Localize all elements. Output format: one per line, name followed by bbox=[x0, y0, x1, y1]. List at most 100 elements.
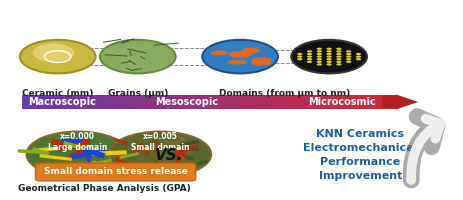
Text: KNN Ceramics
Electromechanical
Performance
Improvement: KNN Ceramics Electromechanical Performan… bbox=[302, 129, 417, 181]
Circle shape bbox=[32, 43, 74, 62]
Text: x=0.000
Large domain: x=0.000 Large domain bbox=[48, 132, 107, 152]
FancyBboxPatch shape bbox=[322, 95, 329, 109]
FancyBboxPatch shape bbox=[298, 95, 305, 109]
FancyBboxPatch shape bbox=[364, 95, 370, 109]
FancyBboxPatch shape bbox=[274, 95, 281, 109]
Circle shape bbox=[355, 55, 360, 58]
FancyBboxPatch shape bbox=[226, 95, 233, 109]
Circle shape bbox=[296, 53, 302, 55]
FancyBboxPatch shape bbox=[106, 95, 113, 109]
FancyBboxPatch shape bbox=[316, 95, 323, 109]
FancyBboxPatch shape bbox=[136, 95, 143, 109]
Text: Microcosmic: Microcosmic bbox=[308, 97, 375, 107]
FancyBboxPatch shape bbox=[130, 95, 137, 109]
FancyBboxPatch shape bbox=[112, 95, 119, 109]
Circle shape bbox=[326, 55, 331, 58]
FancyBboxPatch shape bbox=[154, 95, 161, 109]
Ellipse shape bbox=[241, 48, 260, 53]
Text: Small domain stress release: Small domain stress release bbox=[44, 167, 187, 176]
FancyBboxPatch shape bbox=[244, 95, 250, 109]
Circle shape bbox=[336, 53, 341, 55]
Circle shape bbox=[345, 58, 350, 60]
Circle shape bbox=[355, 58, 360, 60]
Circle shape bbox=[306, 58, 312, 60]
Text: Grains (μm): Grains (μm) bbox=[107, 89, 168, 98]
FancyBboxPatch shape bbox=[58, 95, 65, 109]
FancyBboxPatch shape bbox=[310, 95, 317, 109]
Circle shape bbox=[326, 61, 331, 63]
FancyBboxPatch shape bbox=[358, 95, 364, 109]
FancyBboxPatch shape bbox=[148, 95, 155, 109]
FancyBboxPatch shape bbox=[160, 95, 167, 109]
Circle shape bbox=[345, 53, 350, 55]
FancyBboxPatch shape bbox=[118, 95, 125, 109]
Circle shape bbox=[316, 63, 321, 66]
FancyBboxPatch shape bbox=[100, 95, 107, 109]
Text: Macroscopic: Macroscopic bbox=[28, 97, 96, 107]
FancyBboxPatch shape bbox=[190, 95, 197, 109]
FancyBboxPatch shape bbox=[196, 95, 203, 109]
FancyBboxPatch shape bbox=[35, 163, 195, 181]
Text: Domains (from μm to nm): Domains (from μm to nm) bbox=[219, 89, 350, 98]
Text: Mesoscopic: Mesoscopic bbox=[155, 97, 218, 107]
FancyBboxPatch shape bbox=[166, 95, 173, 109]
Circle shape bbox=[326, 58, 331, 60]
FancyBboxPatch shape bbox=[76, 95, 83, 109]
Ellipse shape bbox=[252, 57, 271, 63]
FancyBboxPatch shape bbox=[28, 95, 35, 109]
FancyBboxPatch shape bbox=[340, 95, 347, 109]
FancyBboxPatch shape bbox=[124, 95, 131, 109]
FancyBboxPatch shape bbox=[232, 95, 239, 109]
FancyBboxPatch shape bbox=[256, 95, 263, 109]
FancyBboxPatch shape bbox=[292, 95, 299, 109]
Circle shape bbox=[336, 63, 341, 66]
Circle shape bbox=[316, 48, 321, 50]
FancyBboxPatch shape bbox=[286, 95, 293, 109]
Ellipse shape bbox=[250, 60, 271, 66]
Ellipse shape bbox=[228, 51, 251, 58]
Text: Geometrical Phase Analysis (GPA): Geometrical Phase Analysis (GPA) bbox=[18, 184, 190, 193]
FancyBboxPatch shape bbox=[22, 95, 29, 109]
Ellipse shape bbox=[232, 60, 247, 64]
FancyBboxPatch shape bbox=[82, 95, 89, 109]
FancyBboxPatch shape bbox=[369, 95, 376, 109]
Circle shape bbox=[336, 58, 341, 60]
Circle shape bbox=[26, 132, 129, 177]
Circle shape bbox=[316, 50, 321, 53]
Circle shape bbox=[291, 40, 366, 73]
Text: VS.: VS. bbox=[154, 148, 183, 163]
Circle shape bbox=[345, 55, 350, 58]
FancyArrowPatch shape bbox=[410, 117, 436, 180]
Circle shape bbox=[345, 50, 350, 53]
Circle shape bbox=[109, 132, 211, 177]
FancyBboxPatch shape bbox=[238, 95, 245, 109]
FancyBboxPatch shape bbox=[208, 95, 215, 109]
Circle shape bbox=[345, 61, 350, 63]
FancyBboxPatch shape bbox=[352, 95, 359, 109]
FancyBboxPatch shape bbox=[375, 95, 382, 109]
Text: Ceramic (mm): Ceramic (mm) bbox=[22, 89, 93, 98]
Circle shape bbox=[202, 40, 277, 73]
Circle shape bbox=[100, 40, 175, 73]
Circle shape bbox=[355, 53, 360, 55]
Circle shape bbox=[336, 61, 341, 63]
Circle shape bbox=[296, 58, 302, 60]
FancyBboxPatch shape bbox=[34, 95, 41, 109]
Circle shape bbox=[316, 61, 321, 63]
Circle shape bbox=[316, 53, 321, 55]
Circle shape bbox=[20, 40, 95, 73]
Circle shape bbox=[336, 50, 341, 53]
FancyBboxPatch shape bbox=[280, 95, 287, 109]
Circle shape bbox=[306, 50, 312, 53]
FancyBboxPatch shape bbox=[202, 95, 209, 109]
Ellipse shape bbox=[226, 60, 241, 64]
Ellipse shape bbox=[251, 58, 269, 63]
Ellipse shape bbox=[210, 50, 227, 56]
FancyBboxPatch shape bbox=[268, 95, 275, 109]
Circle shape bbox=[336, 55, 341, 58]
FancyBboxPatch shape bbox=[328, 95, 335, 109]
Circle shape bbox=[326, 48, 331, 50]
Circle shape bbox=[316, 58, 321, 60]
Circle shape bbox=[296, 55, 302, 58]
FancyBboxPatch shape bbox=[334, 95, 341, 109]
